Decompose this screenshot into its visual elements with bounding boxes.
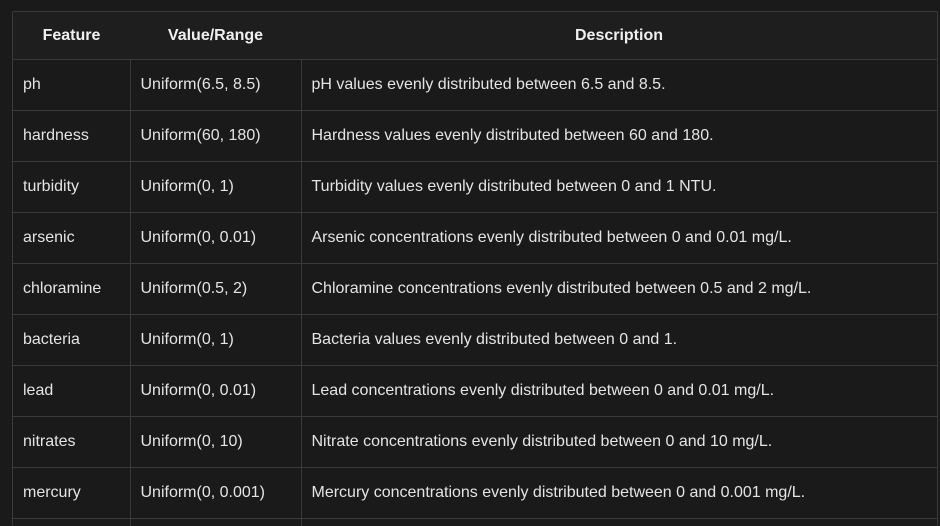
cell-range: Uniform(60, 180) <box>130 111 301 162</box>
table-row: ph Uniform(6.5, 8.5) pH values evenly di… <box>13 60 937 111</box>
cell-description: Bacteria values evenly distributed betwe… <box>301 315 937 366</box>
cell-range: Uniform(0, 10) <box>130 417 301 468</box>
table-row: hardness Uniform(60, 180) Hardness value… <box>13 111 937 162</box>
table-row: arsenic Uniform(0, 0.01) Arsenic concent… <box>13 213 937 264</box>
table-row: lead Uniform(0, 0.01) Lead concentration… <box>13 366 937 417</box>
table-row: mercury Uniform(0, 0.001) Mercury concen… <box>13 468 937 519</box>
cell-description: Turbidity values evenly distributed betw… <box>301 162 937 213</box>
cell-description: Nitrate concentrations evenly distribute… <box>301 417 937 468</box>
cell-range: Uniform(0, 1) <box>130 162 301 213</box>
cell-range: Uniform(0, 1) <box>130 315 301 366</box>
cell-feature: bacteria <box>13 315 130 366</box>
cell-feature: mercury <box>13 468 130 519</box>
table-row: bacteria Uniform(0, 1) Bacteria values e… <box>13 315 937 366</box>
cell-description: pH values evenly distributed between 6.5… <box>301 60 937 111</box>
cell-range: Uniform(0, 0.001) <box>130 468 301 519</box>
feature-table: Feature Value/Range Description ph Unifo… <box>13 12 937 526</box>
cell-description: Lead concentrations evenly distributed b… <box>301 366 937 417</box>
cell-description: Arsenic concentrations evenly distribute… <box>301 213 937 264</box>
cell-feature: arsenic <box>13 213 130 264</box>
cell-feature: lead <box>13 366 130 417</box>
table-row: turbidity Uniform(0, 1) Turbidity values… <box>13 162 937 213</box>
table-row: chloramine Uniform(0.5, 2) Chloramine co… <box>13 264 937 315</box>
cell-feature: turbidity <box>13 162 130 213</box>
cell-feature: hardness <box>13 111 130 162</box>
table-row: nitrates Uniform(0, 10) Nitrate concentr… <box>13 417 937 468</box>
cell-description: Hardness values evenly distributed betwe… <box>301 111 937 162</box>
cell-feature: chloramine <box>13 264 130 315</box>
header-feature: Feature <box>13 12 130 60</box>
header-row: Feature Value/Range Description <box>13 12 937 60</box>
table-header: Feature Value/Range Description <box>13 12 937 60</box>
header-description: Description <box>301 12 937 60</box>
cell-feature: ph <box>13 60 130 111</box>
cell-description: Chloramine concentrations evenly distrib… <box>301 264 937 315</box>
feature-table-container: Feature Value/Range Description ph Unifo… <box>12 11 938 526</box>
table-body: ph Uniform(6.5, 8.5) pH values evenly di… <box>13 60 937 526</box>
cell-range: Uniform(6.5, 8.5) <box>130 60 301 111</box>
header-value-range: Value/Range <box>130 12 301 60</box>
cell-description: Mercury concentrations evenly distribute… <box>301 468 937 519</box>
cell-feature: nitrates <box>13 417 130 468</box>
cell-range: Uniform(0, 0.01) <box>130 213 301 264</box>
cell-range: Uniform(0, 0.01) <box>130 366 301 417</box>
cell-range: Uniform(0.5, 2) <box>130 264 301 315</box>
